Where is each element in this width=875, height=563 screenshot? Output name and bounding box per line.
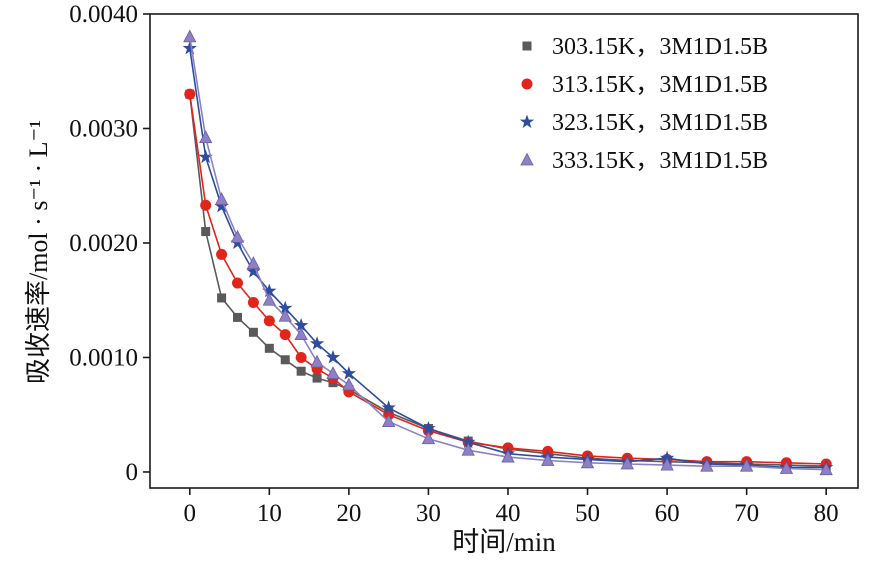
- triangle-marker: [246, 256, 261, 269]
- circle-marker: [247, 297, 259, 309]
- x-tick-label: 10: [257, 500, 282, 527]
- legend-item: 313.15K，3M1D1.5B: [521, 72, 768, 98]
- star-marker: [214, 198, 229, 213]
- legend-label: 303.15K，3M1D1.5B: [552, 34, 768, 60]
- y-tick-label: 0.0040: [69, 1, 138, 28]
- square-marker: [296, 366, 306, 376]
- circle-marker: [200, 199, 212, 211]
- circle-marker: [295, 351, 307, 363]
- x-tick-label: 20: [336, 500, 361, 527]
- x-tick-label: 0: [184, 500, 197, 527]
- x-tick-label: 80: [814, 500, 839, 527]
- triangle-marker: [461, 442, 475, 456]
- circle-marker: [521, 78, 533, 90]
- square-marker: [217, 293, 227, 303]
- x-tick-label: 60: [655, 500, 680, 527]
- square-marker: [522, 41, 532, 51]
- triangle-marker: [541, 453, 555, 466]
- x-tick-label: 40: [495, 500, 520, 527]
- square-marker: [264, 343, 274, 353]
- y-tick-label: 0.0010: [69, 344, 138, 371]
- triangle-marker: [230, 229, 245, 243]
- y-tick-label: 0: [126, 459, 139, 486]
- square-marker: [201, 227, 211, 237]
- triangle-marker: [310, 354, 324, 368]
- triangle-marker: [199, 130, 213, 144]
- circle-marker: [232, 277, 244, 289]
- star-marker: [461, 434, 476, 449]
- star-marker: [198, 149, 213, 164]
- y-axis-title: 吸收速率/mol · s⁻¹ · L⁻¹: [24, 119, 53, 385]
- triangle-marker: [421, 431, 436, 445]
- x-tick-label: 50: [575, 500, 600, 527]
- triangle-marker: [501, 449, 515, 463]
- triangle-marker: [779, 461, 794, 474]
- y-tick-label: 0.0020: [69, 230, 138, 257]
- triangle-marker: [700, 458, 714, 472]
- triangle-marker: [278, 308, 292, 322]
- triangle-marker: [381, 414, 396, 427]
- triangle-marker: [183, 29, 197, 43]
- triangle-marker: [262, 292, 276, 306]
- triangle-marker: [620, 456, 634, 470]
- star-marker: [182, 40, 197, 55]
- x-tick-label: 30: [416, 500, 441, 527]
- triangle-marker: [520, 152, 534, 166]
- legend-item: 333.15K，3M1D1.5B: [520, 148, 768, 174]
- circle-marker: [216, 248, 228, 260]
- star-marker: [421, 420, 436, 435]
- legend-label: 323.15K，3M1D1.5B: [552, 110, 768, 136]
- star-marker: [309, 336, 325, 350]
- star-marker: [246, 264, 261, 278]
- star-marker: [381, 400, 396, 414]
- y-tick-label: 0.0030: [69, 115, 138, 142]
- circle-marker: [184, 88, 196, 100]
- star-marker: [659, 450, 675, 465]
- triangle-marker: [326, 366, 340, 379]
- x-axis-title: 时间/min: [452, 527, 556, 557]
- x-tick-label: 70: [734, 500, 759, 527]
- star-marker: [262, 283, 277, 298]
- square-marker: [312, 373, 322, 383]
- square-marker: [280, 355, 290, 365]
- circle-marker: [263, 315, 275, 327]
- star-marker: [341, 366, 357, 380]
- legend-item: 303.15K，3M1D1.5B: [522, 34, 768, 60]
- triangle-marker: [580, 455, 595, 469]
- plot-frame: [149, 13, 859, 489]
- legend-item: 323.15K，3M1D1.5B: [519, 110, 768, 136]
- triangle-marker: [660, 457, 674, 471]
- square-marker: [248, 327, 258, 337]
- circle-marker: [279, 329, 291, 341]
- star-marker: [519, 114, 535, 129]
- star-marker: [294, 317, 309, 332]
- triangle-marker: [819, 462, 833, 476]
- star-marker: [325, 349, 341, 364]
- triangle-marker: [342, 377, 356, 391]
- triangle-marker: [294, 327, 308, 340]
- legend-label: 333.15K，3M1D1.5B: [552, 148, 768, 174]
- star-marker: [278, 300, 293, 315]
- legend-label: 313.15K，3M1D1.5B: [552, 72, 768, 98]
- triangle-marker: [739, 458, 754, 472]
- triangle-marker: [214, 192, 229, 205]
- square-marker: [233, 312, 243, 322]
- series-line: [189, 36, 827, 471]
